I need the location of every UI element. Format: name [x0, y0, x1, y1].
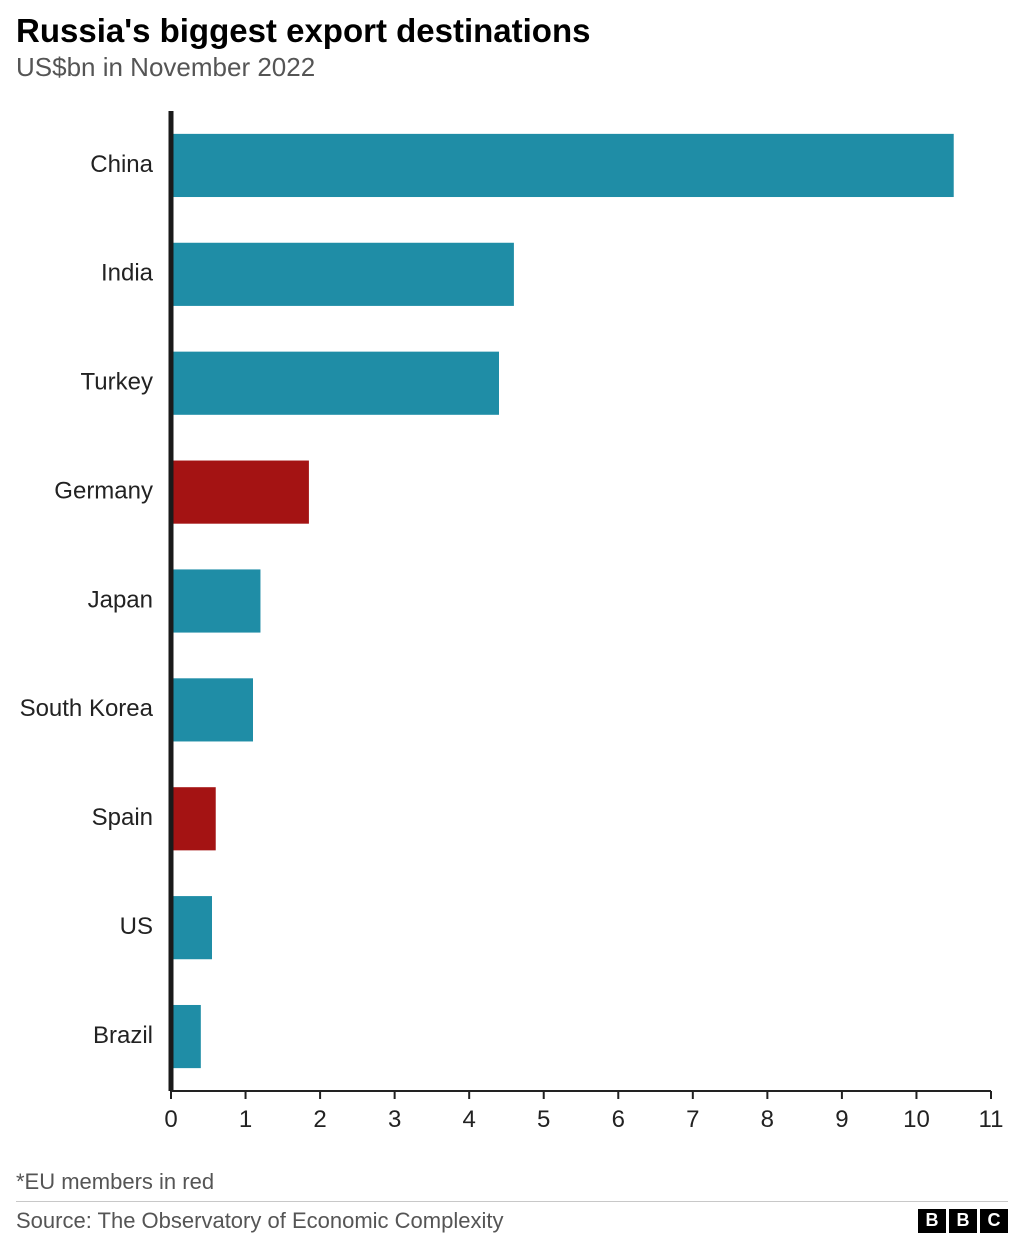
y-axis-label: Germany [54, 477, 153, 504]
bbc-logo-block: C [980, 1209, 1008, 1233]
chart-footnote: *EU members in red [16, 1169, 1008, 1195]
y-axis-label: Spain [92, 804, 153, 831]
bar [171, 787, 216, 850]
y-axis-label: Japan [88, 586, 153, 613]
x-axis-tick-label: 7 [686, 1106, 699, 1133]
bar [171, 460, 309, 523]
x-axis-tick-label: 2 [313, 1106, 326, 1133]
x-axis-tick-label: 5 [537, 1106, 550, 1133]
y-axis-label: India [101, 260, 154, 287]
x-axis-tick-label: 0 [164, 1106, 177, 1133]
bar [171, 352, 499, 415]
bar [171, 1005, 201, 1068]
x-axis-tick-label: 1 [239, 1106, 252, 1133]
bar [171, 678, 253, 741]
chart-title: Russia's biggest export destinations [16, 12, 1008, 50]
source-row: Source: The Observatory of Economic Comp… [16, 1201, 1008, 1234]
y-axis-label: South Korea [20, 695, 154, 722]
y-axis-label: Brazil [93, 1022, 153, 1049]
bar [171, 569, 260, 632]
y-axis-label: US [120, 913, 153, 940]
bbc-logo: B B C [918, 1209, 1008, 1233]
x-axis-tick-label: 9 [835, 1106, 848, 1133]
x-axis-tick-label: 8 [761, 1106, 774, 1133]
bbc-logo-block: B [918, 1209, 946, 1233]
y-axis-label: China [90, 151, 153, 178]
x-axis-tick-label: 10 [903, 1106, 930, 1133]
chart-container: Russia's biggest export destinations US$… [0, 0, 1024, 1234]
chart-plot-area: China India Turkey Germany Japan South Korea S… [16, 111, 1008, 1151]
x-axis-tick-label: 4 [463, 1106, 476, 1133]
bar [171, 896, 212, 959]
y-axis-label: Turkey [81, 369, 153, 396]
x-axis-tick-label: 11 [979, 1106, 1004, 1133]
bar [171, 134, 954, 197]
bbc-logo-block: B [949, 1209, 977, 1233]
bar [171, 243, 514, 306]
source-text: Source: The Observatory of Economic Comp… [16, 1208, 503, 1234]
x-axis-tick-label: 6 [612, 1106, 625, 1133]
x-axis-tick-label: 3 [388, 1106, 401, 1133]
chart-subtitle: US$bn in November 2022 [16, 52, 1008, 83]
bar-chart-svg: China India Turkey Germany Japan South Korea S… [16, 111, 1008, 1151]
